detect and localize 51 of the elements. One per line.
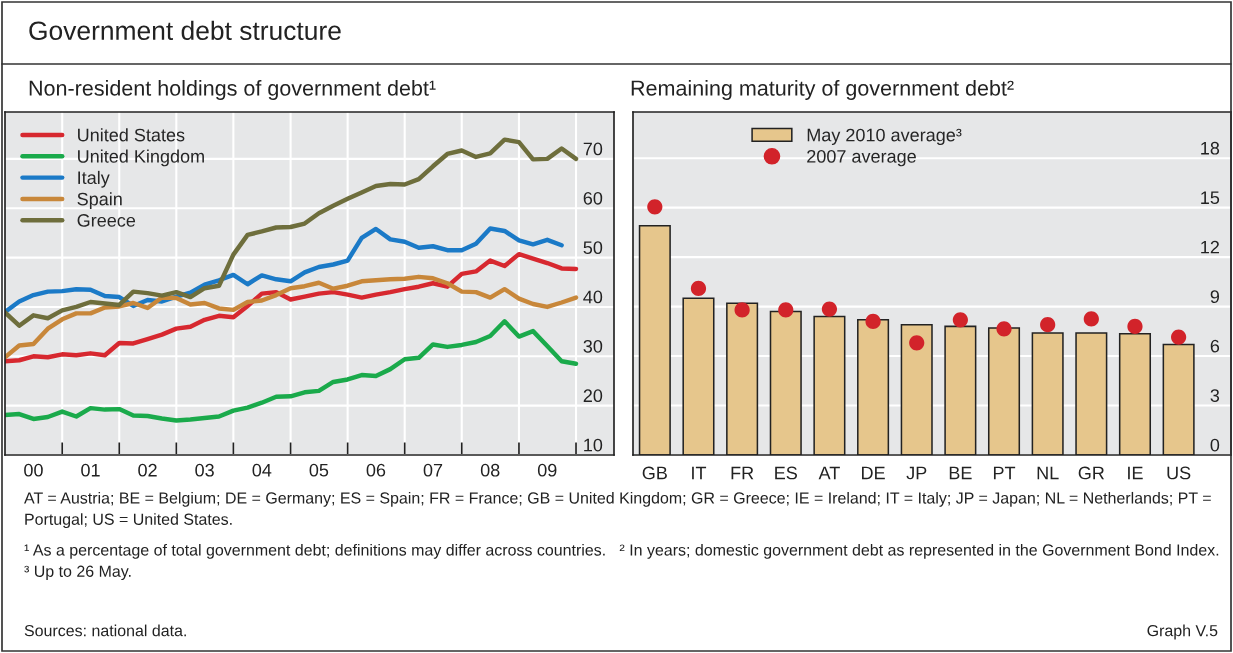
legend-label: Greece bbox=[77, 214, 136, 227]
y-tick-label: 3 bbox=[1210, 389, 1220, 402]
x-tick-label: 00 bbox=[24, 463, 43, 477]
y-tick-label: 6 bbox=[1210, 339, 1220, 353]
x-tick-label: IE bbox=[1128, 466, 1143, 480]
legend-label: May 2010 average³ bbox=[807, 128, 962, 145]
chart-subtitle: Non-resident holdings of government debt¹ bbox=[29, 79, 436, 101]
y-tick-label: 15 bbox=[1201, 191, 1220, 205]
y-tick-label: 20 bbox=[583, 389, 603, 403]
legend-label: United Kingdom bbox=[78, 149, 204, 167]
x-tick-label: 03 bbox=[195, 463, 214, 477]
x-tick-label: 01 bbox=[81, 463, 100, 477]
y-tick-label: 0 bbox=[1210, 438, 1220, 452]
text: Graph V.5 bbox=[1147, 624, 1218, 640]
y-tick-label: 40 bbox=[583, 290, 603, 304]
x-tick-label: DE bbox=[862, 466, 885, 480]
x-tick-label: BE bbox=[949, 466, 972, 480]
source-note: Sources: national data. bbox=[24, 624, 186, 637]
y-tick-label: 50 bbox=[583, 241, 603, 255]
x-tick-label: 06 bbox=[366, 463, 386, 477]
x-tick-label: GB bbox=[642, 466, 667, 480]
x-tick-label: JP bbox=[906, 466, 927, 480]
text: AT = Austria; BE = Belgium; DE = Germany; ES = Spain; FR = France; GB = United Kingdom; GR = Greece; IE = Ireland; IT = Italy; JP = Japan; NL = Netherlands; PT = Portugal; US = United States. bbox=[24, 491, 1211, 529]
x-tick-label: AT bbox=[818, 466, 840, 480]
chart-title: Government debt structure bbox=[29, 20, 341, 41]
legend-label: Italy bbox=[78, 170, 110, 188]
x-tick-label: 09 bbox=[537, 463, 557, 477]
x-tick-label: 05 bbox=[309, 463, 329, 477]
y-tick-label: 60 bbox=[583, 191, 603, 205]
legend-label: 2007 average bbox=[807, 149, 916, 167]
legend-label: Spain bbox=[77, 192, 122, 210]
text: ¹ As a percentage of total government debt; definitions may differ across countries. ² In years; domestic government debt as represented in the Government Bond Index. ³ Up to 26 May. bbox=[24, 543, 1219, 581]
y-tick-label: 30 bbox=[583, 339, 603, 353]
x-tick-label: NL bbox=[1037, 466, 1059, 480]
x-tick-label: PT bbox=[993, 466, 1016, 480]
y-tick-label: 9 bbox=[1210, 290, 1220, 304]
x-tick-label: IT bbox=[692, 466, 707, 480]
y-tick-label: 70 bbox=[583, 142, 603, 156]
y-tick-label: 18 bbox=[1201, 141, 1220, 155]
x-tick-label: FR bbox=[731, 466, 754, 480]
y-tick-label: 12 bbox=[1201, 240, 1219, 254]
x-tick-label: GR bbox=[1078, 466, 1105, 480]
x-tick-label: 08 bbox=[480, 463, 500, 477]
legend-label: United States bbox=[78, 128, 185, 142]
x-tick-label: 07 bbox=[423, 463, 443, 477]
chart-subtitle: Remaining maturity of government debt² bbox=[631, 79, 1014, 101]
x-tick-label: 02 bbox=[138, 463, 157, 477]
x-tick-label: US bbox=[1167, 466, 1191, 480]
x-tick-label: 04 bbox=[252, 463, 272, 477]
x-tick-label: ES bbox=[775, 466, 797, 480]
y-tick-label: 10 bbox=[584, 438, 603, 452]
